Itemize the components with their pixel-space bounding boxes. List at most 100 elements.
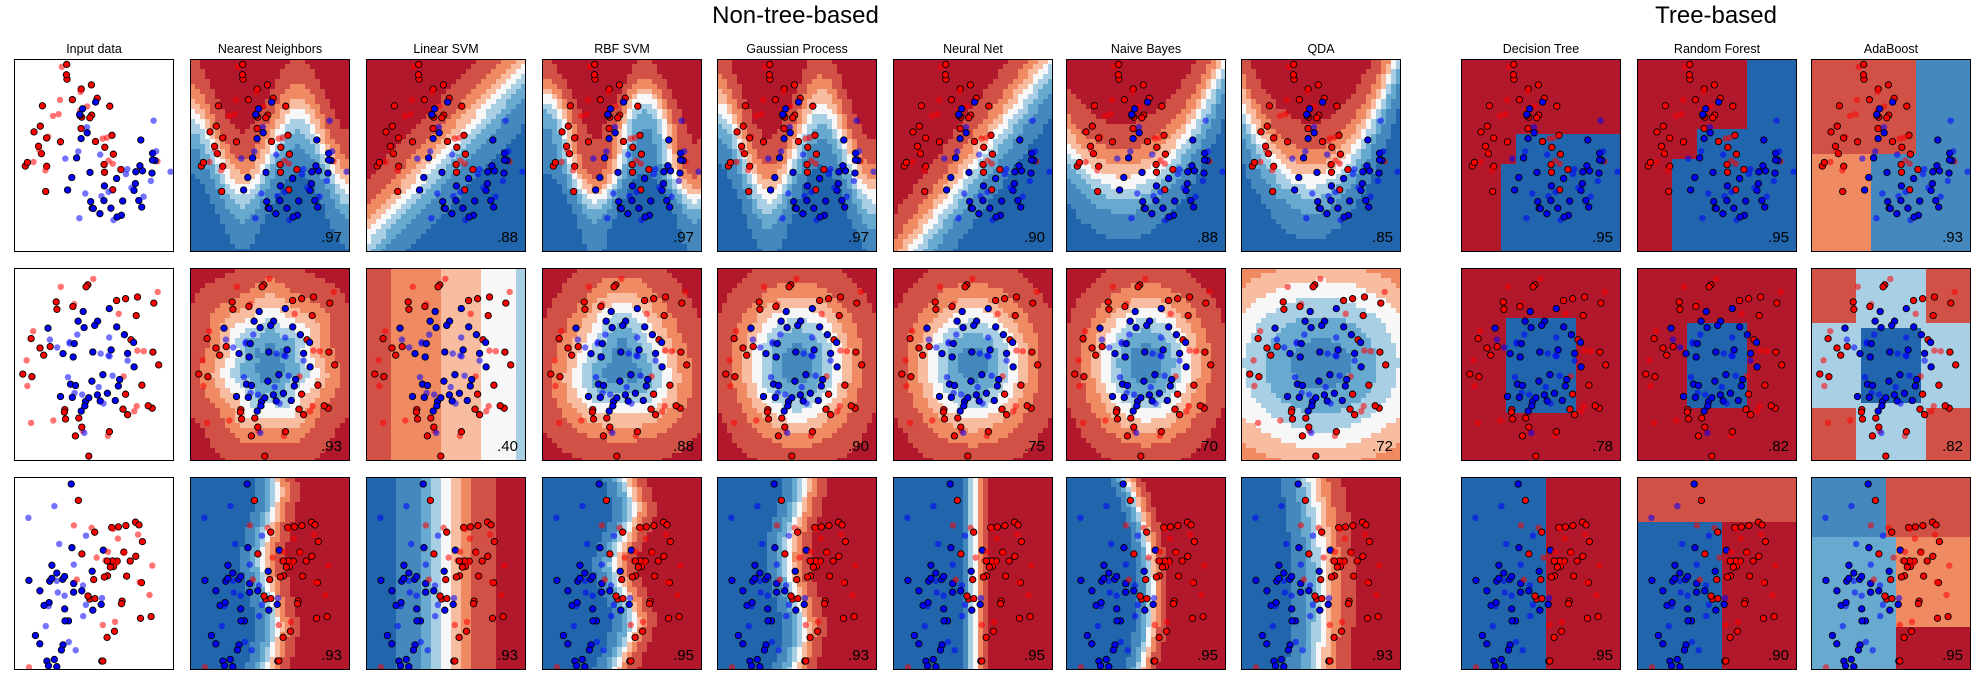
data-point-red [1564, 165, 1572, 174]
data-point-blue [74, 317, 82, 325]
data-point-red [1557, 627, 1566, 635]
data-point-red [1167, 310, 1174, 317]
data-point-blue [1554, 346, 1562, 354]
data-point-red [1548, 143, 1556, 151]
data-point-blue [559, 631, 568, 640]
data-point-blue [78, 587, 86, 595]
data-point-red [619, 594, 627, 603]
data-point-red [149, 562, 156, 569]
data-point-blue [1903, 334, 1910, 341]
data-point-blue [1897, 182, 1906, 190]
data-point-red [323, 612, 331, 621]
data-point-blue [1906, 372, 1913, 379]
data-point-blue [817, 382, 825, 390]
data-point-red [87, 81, 96, 89]
data-point-red [643, 310, 650, 317]
data-point-blue [1723, 182, 1732, 190]
data-point-blue [990, 396, 998, 405]
data-point-red [1126, 496, 1135, 505]
plot-frame [1066, 59, 1226, 252]
data-point-blue [1909, 174, 1918, 183]
column-title: Input data [4, 40, 184, 58]
data-point-red [739, 122, 747, 130]
data-point-red [1870, 576, 1877, 583]
data-point-blue [773, 561, 780, 568]
data-point-red [1900, 557, 1908, 565]
data-point-blue [1504, 646, 1513, 654]
data-point-red [201, 664, 209, 670]
data-point-red [24, 382, 31, 390]
data-point-blue [229, 663, 237, 670]
data-point-red [970, 137, 979, 146]
data-point-red [904, 664, 912, 670]
data-point-red [106, 102, 114, 110]
data-point-blue [1929, 168, 1937, 176]
data-point-blue [69, 588, 78, 596]
data-point-red [78, 550, 86, 558]
data-point-red [781, 423, 789, 431]
data-point-blue [1102, 655, 1110, 664]
data-point-red [858, 361, 866, 369]
data-point-red [90, 275, 97, 283]
data-point-red [982, 134, 990, 141]
data-point-blue [766, 186, 775, 194]
data-point-blue [48, 561, 56, 569]
data-point-red [415, 60, 423, 69]
accuracy-score-label: .93 [848, 647, 869, 664]
data-point-red [570, 167, 577, 174]
data-point-blue [240, 374, 248, 381]
data-point-red [1483, 344, 1491, 352]
data-point-blue [1309, 532, 1317, 539]
data-point-blue [802, 371, 810, 379]
data-point-blue [1510, 186, 1519, 194]
data-point-blue [416, 374, 424, 381]
data-point-blue [576, 574, 584, 583]
data-point-blue [613, 394, 621, 402]
data-point-blue [287, 396, 295, 405]
data-point-blue [664, 162, 672, 170]
data-point-blue [1594, 177, 1602, 185]
data-point-blue [1529, 532, 1537, 539]
data-point-red [772, 302, 780, 311]
data-point-blue [116, 375, 124, 384]
data-point-red [843, 348, 850, 355]
data-point-blue [1281, 344, 1288, 351]
data-point-red [475, 411, 484, 419]
data-point-blue [940, 617, 948, 625]
data-point-red [204, 373, 212, 381]
data-point-red [1173, 549, 1180, 556]
decision-plot-moons: .97 [190, 59, 350, 252]
decision-surface [366, 268, 526, 461]
data-point-red [1773, 299, 1781, 307]
data-point-blue [1183, 179, 1192, 188]
data-point-red [289, 559, 296, 566]
data-point-blue [96, 210, 104, 218]
data-point-blue [1168, 375, 1176, 384]
decision-surface [1461, 268, 1621, 461]
data-point-blue [1699, 215, 1706, 222]
data-point-red [1916, 405, 1924, 413]
data-point-blue [259, 129, 267, 137]
data-point-blue [48, 574, 56, 583]
accuracy-score-label: .97 [673, 229, 694, 246]
plot-frame [1461, 477, 1621, 670]
data-point-blue [771, 544, 779, 552]
data-point-red [631, 557, 639, 565]
data-point-red [654, 557, 662, 565]
data-point-blue [644, 375, 652, 384]
data-point-blue [1569, 170, 1577, 178]
data-point-red [1887, 575, 1895, 584]
data-point-red [297, 390, 306, 398]
data-point-red [1510, 60, 1518, 69]
data-point-blue [1334, 346, 1342, 354]
data-point-blue [440, 377, 448, 385]
data-point-red [199, 357, 206, 364]
data-point-blue [402, 655, 410, 664]
data-point-blue [751, 561, 759, 569]
data-point-blue [785, 190, 792, 197]
data-point-blue [925, 336, 933, 343]
column-title: Neural Net [883, 40, 1063, 58]
data-point-blue [1011, 168, 1019, 176]
data-point-blue [1680, 646, 1689, 654]
data-point-red [909, 128, 917, 136]
